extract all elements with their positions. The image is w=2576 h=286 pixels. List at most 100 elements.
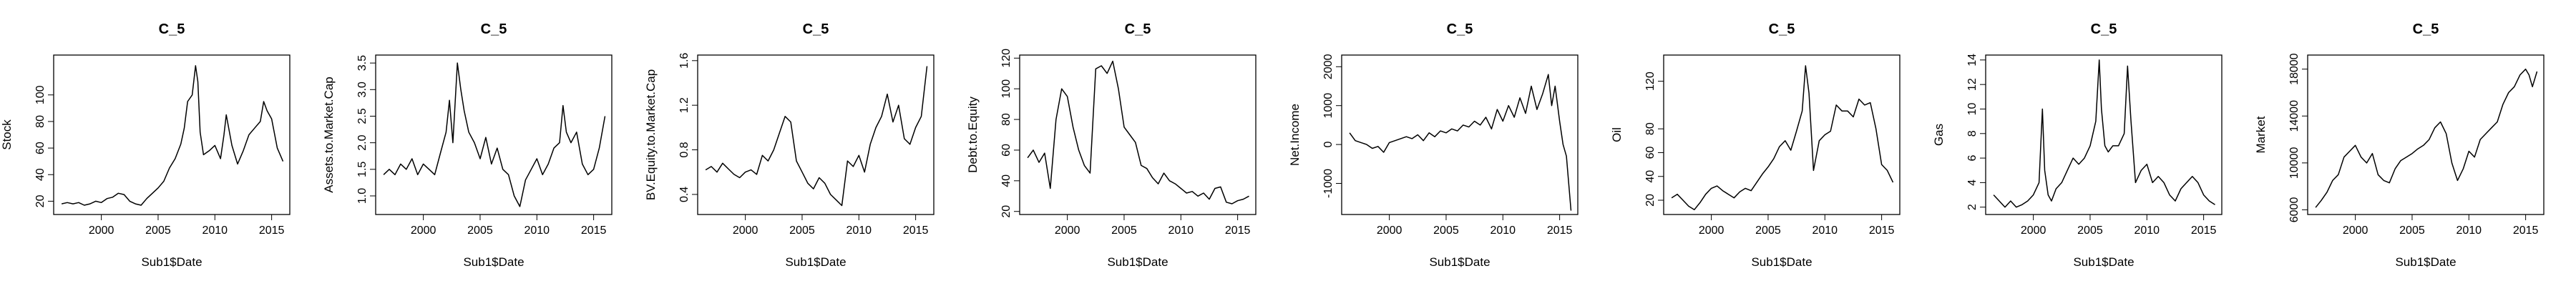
chart-panel: C_5 Sub1$Date Oil 2000 2005 2010 2015 20 40 60 80 1… [1610,21,1901,269]
x-tick-label: 2015 [581,225,607,237]
x-tick-label: 2010 [1490,225,1516,237]
y-axis-label: Oil [1610,127,1624,142]
plot-frame [1663,54,1901,215]
chart-panel: C_5 Sub1$Date Debt.to.Equity 2000 2005 2010 20… [966,21,1257,269]
y-axis-label: Assets.to.Market.Cap [322,77,336,193]
x-tick-label: 2005 [1433,225,1459,237]
chart-title: C_5 [2091,21,2117,37]
x-tick-label: 2010 [1812,225,1838,237]
x-tick-label: 2000 [1055,225,1080,237]
chart-title: C_5 [481,21,507,37]
plot-frame [53,54,291,215]
x-axis-label: Sub1$Date [1429,255,1490,269]
x-axis-label: Sub1$Date [1751,255,1812,269]
plot-frame [2307,54,2545,215]
y-tick-label: 3.5 [356,55,369,71]
y-axis-label: BV.Equity.to.Market.Cap [644,69,658,200]
x-tick-label: 2005 [145,225,171,237]
y-tick-label: 80 [1644,122,1657,135]
y-tick-label: 2000 [1322,54,1335,79]
y-tick-label: 3.0 [356,82,369,97]
y-tick-label: 40 [1644,170,1657,183]
series-line [1993,59,2215,208]
x-tick-label: 2000 [1699,225,1724,237]
plot-frame [697,54,935,215]
y-axis-label: Debt.to.Equity [966,97,980,173]
series-line [1671,65,1894,211]
y-tick-label: 120 [1644,72,1657,91]
y-tick-label: 18000 [2288,53,2301,85]
series-line [1349,74,1572,211]
y-tick-label: 80 [34,115,47,128]
x-tick-label: 2015 [1869,225,1895,237]
chart-panel: C_5 Sub1$Date Gas 2000 2005 2010 2015 2 4 6 8 10 12 1… [1932,21,2223,269]
y-tick-label: 6 [1966,155,1979,162]
x-tick-label: 2000 [1377,225,1402,237]
x-tick-label: 2005 [2077,225,2103,237]
y-axis-label: Net.Income [1288,104,1302,166]
series-line [1027,60,1249,204]
y-tick-label: 6000 [2288,197,2301,223]
x-tick-label: 2015 [903,225,929,237]
series-line [2315,68,2538,208]
x-tick-label: 2000 [733,225,758,237]
y-tick-label: 0 [1322,142,1335,148]
x-tick-label: 2015 [1547,225,1573,237]
chart-title: C_5 [2413,21,2439,37]
chart-title: C_5 [1769,21,1795,37]
x-tick-label: 2010 [202,225,228,237]
y-axis-label: Stock [0,119,14,150]
y-tick-label: 1000 [1322,93,1335,119]
x-tick-label: 2000 [2021,225,2046,237]
x-tick-label: 2000 [411,225,436,237]
y-tick-label: 10 [1966,102,1979,115]
y-tick-label: 40 [1000,174,1013,187]
y-axis-label: Gas [1932,124,1946,146]
y-tick-label: 8 [1966,130,1979,137]
y-tick-label: 60 [1644,146,1657,159]
y-tick-label: 40 [34,168,47,181]
x-tick-label: 2005 [1111,225,1137,237]
y-tick-label: 20 [1000,205,1013,218]
y-tick-label: 1.6 [678,53,691,69]
x-tick-label: 2010 [1168,225,1194,237]
y-axis-label: Market [2254,116,2268,153]
x-axis-label: Sub1$Date [785,255,846,269]
chart-title: C_5 [1125,21,1151,37]
plot-frame [1341,54,1579,215]
plot-frame [375,54,613,215]
x-tick-label: 2015 [2191,225,2217,237]
x-tick-label: 2010 [2456,225,2482,237]
y-tick-label: 1.2 [678,97,691,113]
x-axis-label: Sub1$Date [463,255,524,269]
y-tick-label: 60 [34,142,47,154]
y-tick-label: 2.0 [356,134,369,150]
y-tick-label: 80 [1000,113,1013,126]
y-tick-label: 20 [34,194,47,207]
y-tick-label: 0.4 [678,187,691,202]
y-tick-label: 1.5 [356,162,369,177]
series-line [705,66,928,207]
x-tick-label: 2015 [259,225,285,237]
x-tick-label: 2010 [846,225,872,237]
y-tick-label: 60 [1000,144,1013,157]
y-tick-label: -1000 [1322,169,1335,198]
chart-panel: C_5 Sub1$Date Market 2000 2005 2010 2015 6000 10… [2254,21,2545,269]
x-tick-label: 2005 [467,225,493,237]
y-tick-label: 2.5 [356,108,369,124]
x-tick-label: 2005 [789,225,815,237]
x-axis-label: Sub1$Date [141,255,202,269]
y-tick-label: 2 [1966,204,1979,210]
chart-panel: C_5 Sub1$Date Assets.to.Market.Cap 2000 2005… [322,21,613,269]
y-tick-label: 1.0 [356,188,369,204]
series-line [383,62,606,207]
series-line [61,65,284,206]
x-tick-label: 2010 [524,225,550,237]
chart-panel: C_5 Sub1$Date BV.Equity.to.Market.Cap 2000 2… [644,21,935,269]
chart-panel: C_5 Sub1$Date Net.Income 2000 2005 2010 2015 -1… [1288,21,1579,269]
y-tick-label: 4 [1966,179,1979,186]
x-tick-label: 2010 [2134,225,2160,237]
y-tick-label: 20 [1644,194,1657,207]
y-tick-label: 10000 [2288,147,2301,179]
